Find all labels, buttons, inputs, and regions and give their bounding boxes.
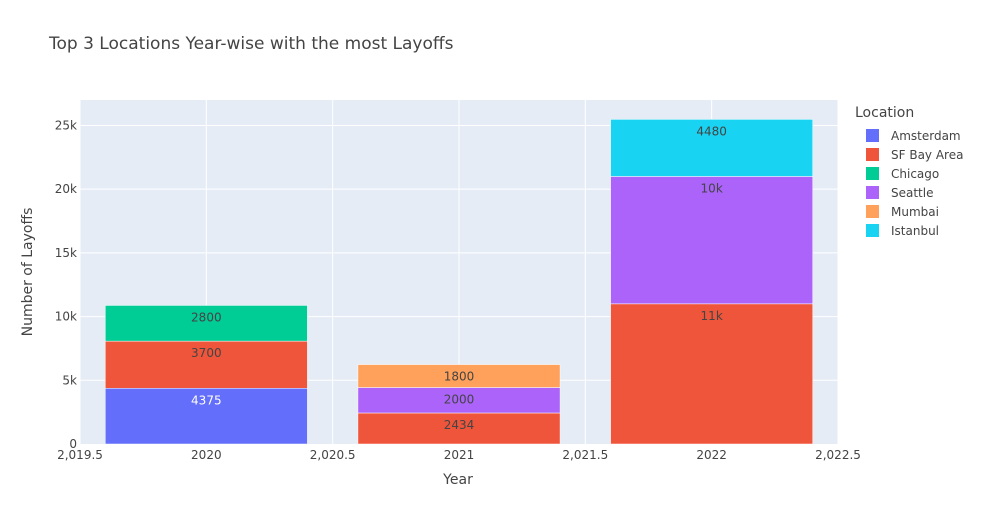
legend-item[interactable]: Mumbai	[855, 202, 963, 221]
legend-label: Chicago	[891, 166, 940, 181]
legend-swatch	[866, 224, 879, 237]
bar-data-label: 2000	[444, 393, 475, 407]
y-tick-label: 5k	[62, 373, 77, 387]
bar-data-label: 4480	[696, 124, 727, 138]
legend-swatch	[866, 205, 879, 218]
bar-sf-bay-area	[610, 303, 813, 445]
legend-label: Mumbai	[891, 204, 939, 219]
bar-mumbai	[357, 364, 561, 388]
bar-data-label: 2800	[191, 310, 222, 324]
bar-data-label: 11k	[701, 309, 723, 323]
legend-item[interactable]: Seattle	[855, 183, 963, 202]
x-tick-label: 2021	[444, 448, 475, 462]
legend-label: Istanbul	[891, 223, 940, 238]
y-tick-label: 25k	[55, 118, 77, 132]
x-tick-label: 2,019.5	[57, 448, 103, 462]
bar-seattle	[610, 176, 813, 305]
x-tick-label: 2020	[191, 448, 222, 462]
y-tick-label: 15k	[55, 246, 77, 260]
legend-label: SF Bay Area	[891, 147, 964, 162]
legend-label: Amsterdam	[891, 128, 961, 143]
legend-item[interactable]: SF Bay Area	[855, 145, 963, 164]
bar-amsterdam	[105, 388, 308, 445]
bar-istanbul	[610, 119, 813, 177]
bar-data-label: 1800	[444, 370, 475, 384]
y-tick-label: 20k	[55, 182, 77, 196]
bar-data-label: 10k	[701, 181, 723, 195]
bar-data-label: 4375	[191, 393, 222, 407]
bar-sf-bay-area	[105, 340, 308, 389]
legend-swatch	[866, 186, 879, 199]
x-tick-label: 2,020.5	[310, 448, 356, 462]
bar-chicago	[105, 305, 308, 342]
x-tick-label: 2022	[696, 448, 727, 462]
x-axis-label: Year	[443, 472, 473, 488]
legend-label: Seattle	[891, 185, 934, 200]
x-tick-label: 2,021.5	[562, 448, 608, 462]
bar-sf-bay-area	[357, 412, 561, 445]
legend-swatch	[866, 129, 879, 142]
legend-title: Location	[855, 105, 915, 121]
y-tick-label: 10k	[55, 310, 77, 324]
bar-data-label: 3700	[191, 346, 222, 360]
y-tick-label: 0	[69, 437, 77, 451]
legend-item[interactable]: Chicago	[855, 164, 963, 183]
bar-data-label: 2434	[444, 418, 475, 432]
legend-swatch	[866, 167, 879, 180]
y-axis-label: Number of Layoffs	[20, 207, 36, 337]
legend-item[interactable]: Istanbul	[855, 221, 963, 240]
legend-item[interactable]: Amsterdam	[855, 126, 963, 145]
chart-title: Top 3 Locations Year-wise with the most …	[49, 34, 454, 54]
x-tick-label: 2,022.5	[815, 448, 861, 462]
legend-swatch	[866, 148, 879, 161]
legend: Location Amsterdam SF Bay Area Chicago Seat…	[855, 105, 963, 240]
